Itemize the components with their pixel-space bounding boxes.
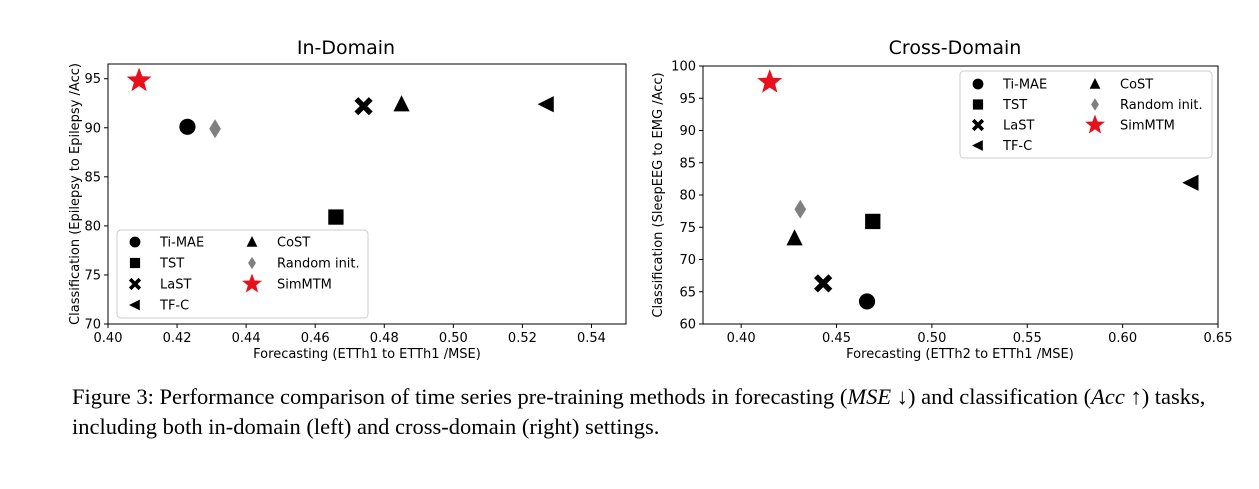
y-tick-label: 70 (679, 253, 696, 268)
legend-marker-ti-mae (129, 236, 141, 248)
y-tick-label: 90 (679, 124, 696, 139)
point-random-init (209, 119, 221, 139)
legend-label-random-init: Random init. (1120, 98, 1203, 113)
y-tick-label: 95 (679, 92, 696, 107)
legend-label-ti-mae: Ti-MAE (159, 236, 204, 251)
legend-label-tst: TST (1002, 98, 1027, 113)
point-tf-c (1182, 174, 1199, 191)
point-tst (328, 209, 344, 225)
y-tick-label: 75 (84, 268, 101, 283)
y-axis-label: Classification (Epilepsy to Epilepsy /Ac… (68, 63, 83, 325)
legend-label-last: LaST (160, 278, 191, 293)
point-simmtm (126, 67, 152, 92)
point-ti-mae (179, 118, 196, 135)
legend-label-simmtm: SimMTM (1120, 119, 1175, 134)
plot-frame (107, 63, 627, 325)
legend-label-tf-c: TF-C (159, 299, 189, 314)
point-tst (865, 213, 881, 230)
legend-marker-tf-c (972, 140, 983, 151)
legend-box (959, 70, 1213, 159)
y-tick-label: 95 (84, 72, 101, 87)
y-tick-label: 100 (671, 60, 696, 75)
legend-marker-last (971, 118, 985, 132)
x-axis-label: Forecasting (ETTh1 to ETTh1 /MSE) (253, 347, 481, 362)
legend-marker-simmtm (1085, 114, 1105, 134)
x-tick-label: 0.65 (1204, 331, 1233, 346)
legend-marker-tst (129, 257, 141, 269)
legend-marker-tf-c (129, 299, 140, 311)
legend-label-tf-c: TF-C (1002, 139, 1032, 154)
point-ti-mae (858, 293, 876, 310)
legend: Ti-MAE TST LaST TF-C CoST Random init. SimMTM (116, 229, 369, 319)
x-tick-label: 0.40 (94, 331, 123, 346)
point-cost (393, 95, 410, 112)
data-points (126, 67, 554, 225)
y-tick-label: 80 (679, 189, 696, 204)
point-last (354, 97, 373, 116)
x-tick-label: 0.42 (163, 331, 192, 346)
x-tick-label: 0.44 (232, 331, 261, 346)
y-tick-label: 85 (679, 156, 696, 171)
legend-marker-cost (1089, 78, 1101, 89)
legend-label-cost: CoST (1120, 78, 1153, 93)
in-domain-chart: In-Domain 0.40 0.42 0.44 0.46 0.48 0.50 0.52 0.… (68, 37, 627, 362)
point-last (814, 274, 833, 293)
legend-marker-tst (972, 99, 984, 110)
legend-box (116, 229, 369, 319)
legend-label-tst: TST (159, 257, 184, 272)
x-axis-label: Forecasting (ETTh2 to ETTh1 /MSE) (846, 347, 1074, 362)
point-simmtm (757, 69, 783, 93)
y-tick-label: 60 (679, 318, 696, 333)
x-tick-label: 0.48 (370, 331, 399, 346)
legend: Ti-MAE TST LaST TF-C CoST Random init. SimMTM (959, 70, 1213, 159)
x-tick-label: 0.52 (508, 331, 537, 346)
y-tick-label: 90 (84, 121, 101, 136)
x-tick-label: 0.54 (577, 331, 606, 346)
y-tick-label: 65 (679, 285, 696, 300)
y-axis-label: Classification (SleepEEG to EMG /Acc) (651, 72, 666, 317)
legend-marker-simmtm (242, 273, 262, 293)
x-tick-label: 0.60 (1108, 331, 1137, 346)
legend-marker-ti-mae (972, 78, 984, 90)
x-tick-label: 0.50 (439, 331, 468, 346)
figure-charts: In-Domain 0.40 0.42 0.44 0.46 0.48 0.50 0.52 0.… (68, 37, 1232, 362)
x-ticks: 0.40 0.45 0.50 0.55 0.60 0.65 (727, 324, 1233, 346)
legend-label-ti-mae: Ti-MAE (1002, 78, 1047, 93)
figure-caption: Figure 3: Performance comparison of time… (72, 384, 1206, 439)
chart-title: Cross-Domain (889, 37, 1022, 59)
legend-label-random-init: Random init. (277, 257, 360, 272)
data-points (757, 69, 1199, 310)
x-tick-label: 0.40 (727, 331, 756, 346)
cross-domain-chart: Cross-Domain 0.40 0.45 0.50 0.55 0.60 0.65 60… (651, 37, 1232, 362)
x-tick-label: 0.46 (301, 331, 330, 346)
y-tick-label: 70 (84, 318, 101, 333)
legend-label-cost: CoST (277, 236, 310, 251)
x-tick-label: 0.55 (1013, 331, 1042, 346)
x-ticks: 0.40 0.42 0.44 0.46 0.48 0.50 0.52 0.54 (94, 324, 606, 346)
legend-label-last: LaST (1003, 119, 1034, 134)
legend-label-simmtm: SimMTM (277, 278, 332, 293)
x-tick-label: 0.50 (917, 331, 946, 346)
x-tick-label: 0.45 (822, 331, 851, 346)
legend-marker-last (128, 277, 142, 291)
y-ticks: 60 65 70 75 80 85 90 95 100 (671, 60, 703, 333)
point-tf-c (537, 96, 554, 113)
legend-marker-random-init (1091, 98, 1099, 111)
y-ticks: 70 75 80 85 90 95 (84, 72, 108, 333)
legend-marker-cost (246, 236, 258, 247)
point-cost (786, 229, 803, 246)
y-tick-label: 80 (84, 219, 101, 234)
legend-marker-random-init (248, 256, 256, 270)
chart-title: In-Domain (297, 37, 395, 59)
y-tick-label: 75 (679, 221, 696, 236)
y-tick-label: 85 (84, 170, 101, 185)
point-random-init (794, 199, 807, 219)
